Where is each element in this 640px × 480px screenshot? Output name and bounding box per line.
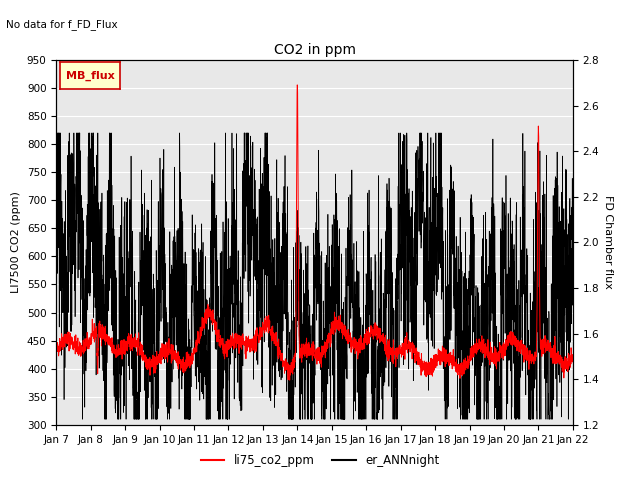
Legend: li75_co2_ppm, er_ANNnight: li75_co2_ppm, er_ANNnight	[196, 449, 444, 472]
Y-axis label: LI7500 CO2 (ppm): LI7500 CO2 (ppm)	[12, 192, 21, 293]
Y-axis label: FD Chamber flux: FD Chamber flux	[603, 195, 613, 289]
Text: MB_flux: MB_flux	[65, 71, 115, 81]
Title: CO2 in ppm: CO2 in ppm	[273, 44, 356, 58]
Text: No data for f_FD_Flux: No data for f_FD_Flux	[6, 19, 118, 30]
